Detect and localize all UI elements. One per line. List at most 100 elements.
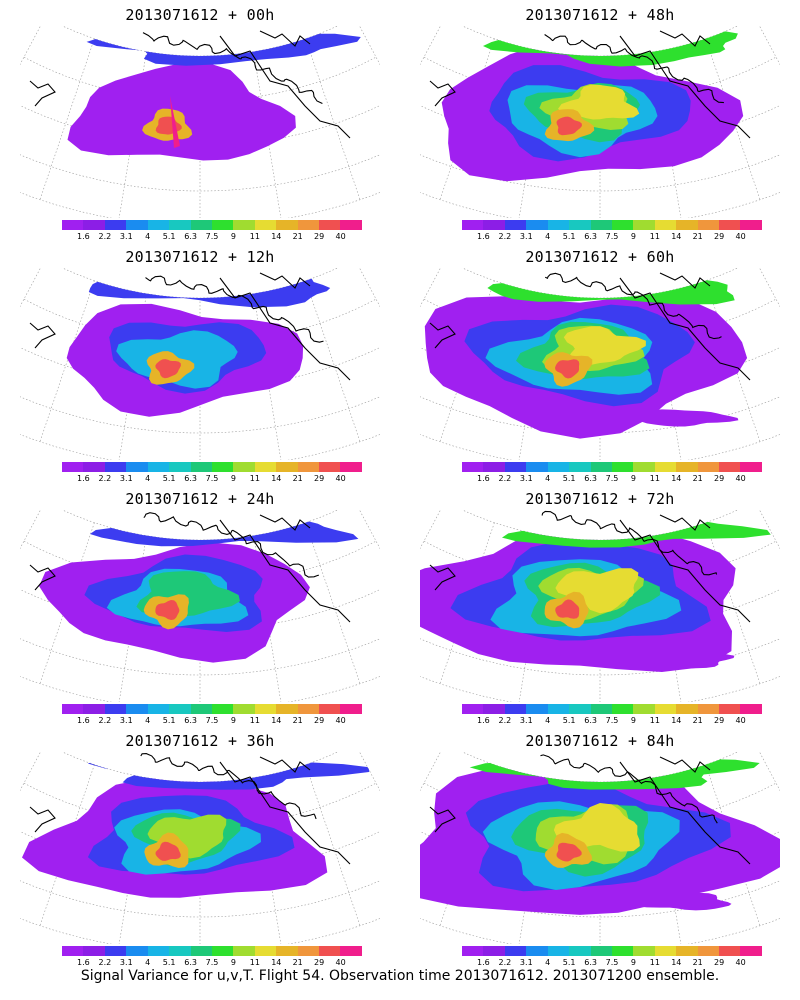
colorbar-swatch bbox=[654, 220, 677, 230]
colorbar-tick-label: 7.5 bbox=[605, 474, 619, 483]
map-canvas bbox=[420, 752, 780, 944]
map-panel-00h: 2013071612 + 00h 1.6 2.2 3.1 4 5.1 6.3 7.5 9 11 14… bbox=[0, 0, 400, 241]
colorbar-swatch bbox=[611, 462, 634, 472]
colorbar-tick-label: 1.6 bbox=[477, 958, 490, 967]
colorbar-tick-label: 11 bbox=[649, 958, 660, 967]
colorbar-tick-label: 3.1 bbox=[119, 958, 133, 967]
panel-title: 2013071612 + 84h bbox=[525, 732, 675, 750]
colorbar-tick-label: 40 bbox=[735, 716, 746, 725]
colorbar-tick-label: 1.6 bbox=[477, 232, 490, 241]
colorbar-ticks: 1.6 2.2 3.1 4 5.1 6.3 7.5 9 11 14 21 29 40 bbox=[62, 474, 362, 486]
colorbar-swatch bbox=[62, 946, 84, 956]
colorbar-swatch bbox=[504, 220, 527, 230]
colorbar-swatch bbox=[740, 220, 762, 230]
colorbar-swatch bbox=[569, 220, 591, 230]
colorbar-swatch bbox=[126, 220, 148, 230]
colorbar-tick-label: 3.1 bbox=[519, 958, 533, 967]
colorbar-swatch bbox=[676, 220, 698, 230]
variance-field bbox=[441, 29, 744, 182]
colorbar-swatch bbox=[254, 462, 277, 472]
colorbar-swatch bbox=[569, 462, 591, 472]
colorbar-tick-label: 14 bbox=[271, 716, 282, 725]
colorbar-tick-label: 6.3 bbox=[184, 474, 197, 483]
coastline bbox=[429, 510, 751, 623]
colorbar-tick-label: 29 bbox=[714, 474, 725, 483]
colorbar-swatch bbox=[83, 946, 105, 956]
colorbar-swatch bbox=[633, 220, 655, 230]
colorbar-tick-label: 6.3 bbox=[184, 958, 197, 967]
map-panel-12h: 2013071612 + 12h 1.6 2.2 3.1 4 5.1 6.3 7.5 9 11 14… bbox=[0, 242, 400, 483]
colorbar-tick-label: 6.3 bbox=[584, 232, 597, 241]
colorbar-tick-label: 21 bbox=[692, 716, 703, 725]
colorbar-tick-label: 5.1 bbox=[562, 232, 576, 241]
colorbar-swatch bbox=[169, 220, 191, 230]
colorbar-tick-label: 4 bbox=[545, 474, 551, 483]
colorbar-swatch bbox=[483, 462, 505, 472]
colorbar-swatch bbox=[126, 462, 148, 472]
colorbar-swatch bbox=[526, 704, 548, 714]
colorbar-swatch bbox=[297, 220, 320, 230]
panel-title: 2013071612 + 48h bbox=[525, 6, 675, 24]
colorbar-tick-label: 2.2 bbox=[498, 232, 512, 241]
colorbar-tick-label: 5.1 bbox=[162, 232, 176, 241]
colorbar-swatch bbox=[611, 704, 634, 714]
colorbar-swatch bbox=[147, 704, 170, 714]
colorbar-swatch bbox=[547, 220, 570, 230]
colorbar-tick-label: 29 bbox=[314, 958, 325, 967]
colorbar bbox=[62, 220, 362, 230]
colorbar-swatch bbox=[190, 704, 212, 714]
map-panel-84h: 2013071612 + 84h 1.6 2.2 3.1 4 5.1 6.3 7.5 9 11 14… bbox=[400, 726, 800, 967]
colorbar-tick-label: 9 bbox=[230, 958, 236, 967]
colorbar-tick-label: 14 bbox=[271, 232, 282, 241]
colorbar-ticks: 1.6 2.2 3.1 4 5.1 6.3 7.5 9 11 14 21 29 40 bbox=[462, 474, 762, 486]
colorbar-tick-label: 14 bbox=[271, 474, 282, 483]
colorbar-swatch bbox=[62, 462, 84, 472]
colorbar-ticks: 1.6 2.2 3.1 4 5.1 6.3 7.5 9 11 14 21 29 40 bbox=[62, 232, 362, 244]
colorbar-tick-label: 5.1 bbox=[162, 474, 176, 483]
colorbar-tick-label: 5.1 bbox=[562, 716, 576, 725]
colorbar-swatch bbox=[169, 704, 191, 714]
colorbar-tick-label: 29 bbox=[314, 716, 325, 725]
variance-field bbox=[67, 30, 361, 161]
coastline bbox=[429, 754, 751, 865]
colorbar-swatch bbox=[190, 462, 212, 472]
colorbar bbox=[462, 220, 762, 230]
colorbar-tick-label: 1.6 bbox=[477, 474, 490, 483]
colorbar-swatch bbox=[676, 704, 698, 714]
colorbar-swatch bbox=[233, 220, 255, 230]
colorbar-tick-label: 3.1 bbox=[119, 232, 133, 241]
colorbar-swatch bbox=[83, 704, 105, 714]
colorbar-swatch bbox=[483, 704, 505, 714]
panel-title: 2013071612 + 00h bbox=[125, 6, 275, 24]
colorbar-tick-label: 14 bbox=[671, 232, 682, 241]
colorbar-tick-label: 7.5 bbox=[205, 716, 219, 725]
colorbar-swatch bbox=[297, 704, 320, 714]
colorbar-swatch bbox=[147, 462, 170, 472]
colorbar-tick-label: 29 bbox=[314, 474, 325, 483]
coastline bbox=[29, 272, 351, 381]
colorbar-swatch bbox=[676, 462, 698, 472]
panel-title: 2013071612 + 24h bbox=[125, 490, 275, 508]
colorbar-swatch bbox=[62, 220, 84, 230]
colorbar-swatch bbox=[654, 704, 677, 714]
colorbar-swatch bbox=[462, 462, 484, 472]
colorbar-tick-label: 6.3 bbox=[184, 232, 197, 241]
colorbar-tick-label: 11 bbox=[649, 716, 660, 725]
colorbar-tick-label: 3.1 bbox=[119, 716, 133, 725]
colorbar-swatch bbox=[483, 946, 505, 956]
colorbar-swatch bbox=[254, 946, 277, 956]
colorbar-swatch bbox=[483, 220, 505, 230]
colorbar-swatch bbox=[83, 220, 105, 230]
map-panel-24h: 2013071612 + 24h 1.6 2.2 3.1 4 5.1 6.3 7.5 9 11 14… bbox=[0, 484, 400, 725]
colorbar-swatch bbox=[233, 462, 255, 472]
colorbar-tick-label: 1.6 bbox=[77, 474, 90, 483]
colorbar-swatch bbox=[190, 946, 212, 956]
colorbar-swatch bbox=[233, 704, 255, 714]
colorbar-swatch bbox=[211, 462, 234, 472]
colorbar-tick-label: 5.1 bbox=[162, 958, 176, 967]
colorbar-tick-label: 2.2 bbox=[498, 716, 512, 725]
colorbar-tick-label: 11 bbox=[249, 958, 260, 967]
colorbar-tick-label: 3.1 bbox=[519, 716, 533, 725]
colorbar-swatch bbox=[740, 946, 762, 956]
colorbar-tick-label: 14 bbox=[671, 958, 682, 967]
